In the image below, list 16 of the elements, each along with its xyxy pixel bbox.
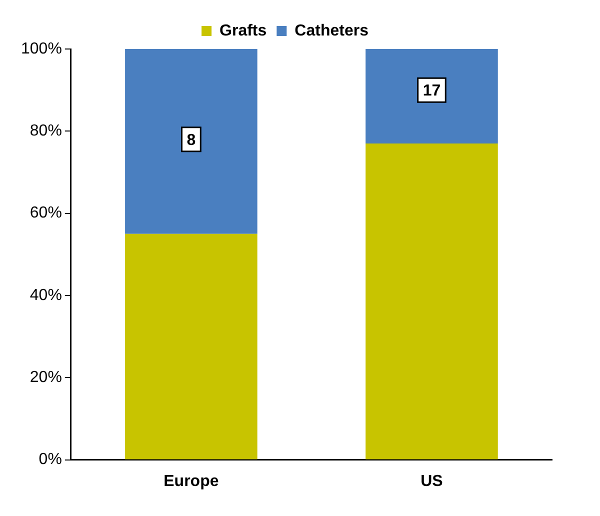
- x-tick-label: US: [420, 472, 444, 490]
- y-tick-label: 100%: [21, 40, 62, 58]
- bar: [125, 49, 258, 234]
- y-tick-label: 40%: [30, 286, 62, 304]
- bar: [366, 49, 498, 144]
- y-tick-label: 60%: [30, 204, 62, 222]
- x-tick-label: Europe: [164, 472, 219, 490]
- annotation: 17: [422, 82, 441, 100]
- bar: [366, 143, 498, 460]
- y-tick-label: 20%: [30, 369, 62, 386]
- y-tick-label: 80%: [30, 122, 62, 140]
- legend-label: Grafts: [220, 22, 267, 40]
- legend-label: Catheters: [294, 22, 369, 40]
- bar: [125, 234, 258, 460]
- y-tick-label: 0%: [38, 451, 62, 468]
- annotation: 8: [186, 132, 196, 149]
